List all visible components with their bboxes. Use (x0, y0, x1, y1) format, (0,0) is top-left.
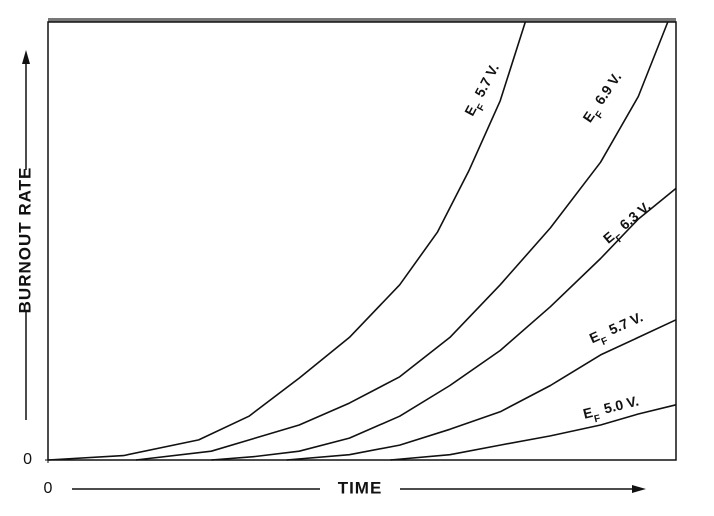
label-subscript: F (593, 413, 602, 425)
x-tick-label: 0 (44, 480, 53, 497)
curve (286, 319, 677, 461)
plot-frame (47, 21, 677, 461)
curve (211, 187, 677, 461)
curve (47, 21, 527, 461)
curve (390, 404, 677, 461)
y-tick-label: 0 (23, 451, 32, 468)
label-symbol: E (581, 404, 594, 422)
x-axis-label: TIME (338, 478, 383, 497)
y-arrowhead (22, 50, 30, 64)
label-subscript: F (475, 102, 488, 113)
label-subscript: F (614, 232, 626, 244)
label-subscript: F (600, 335, 610, 348)
y-axis-label: BURNOUT RATE (15, 167, 34, 314)
x-arrowhead (632, 485, 646, 493)
curve (135, 21, 669, 461)
label-subscript: F (593, 109, 606, 120)
